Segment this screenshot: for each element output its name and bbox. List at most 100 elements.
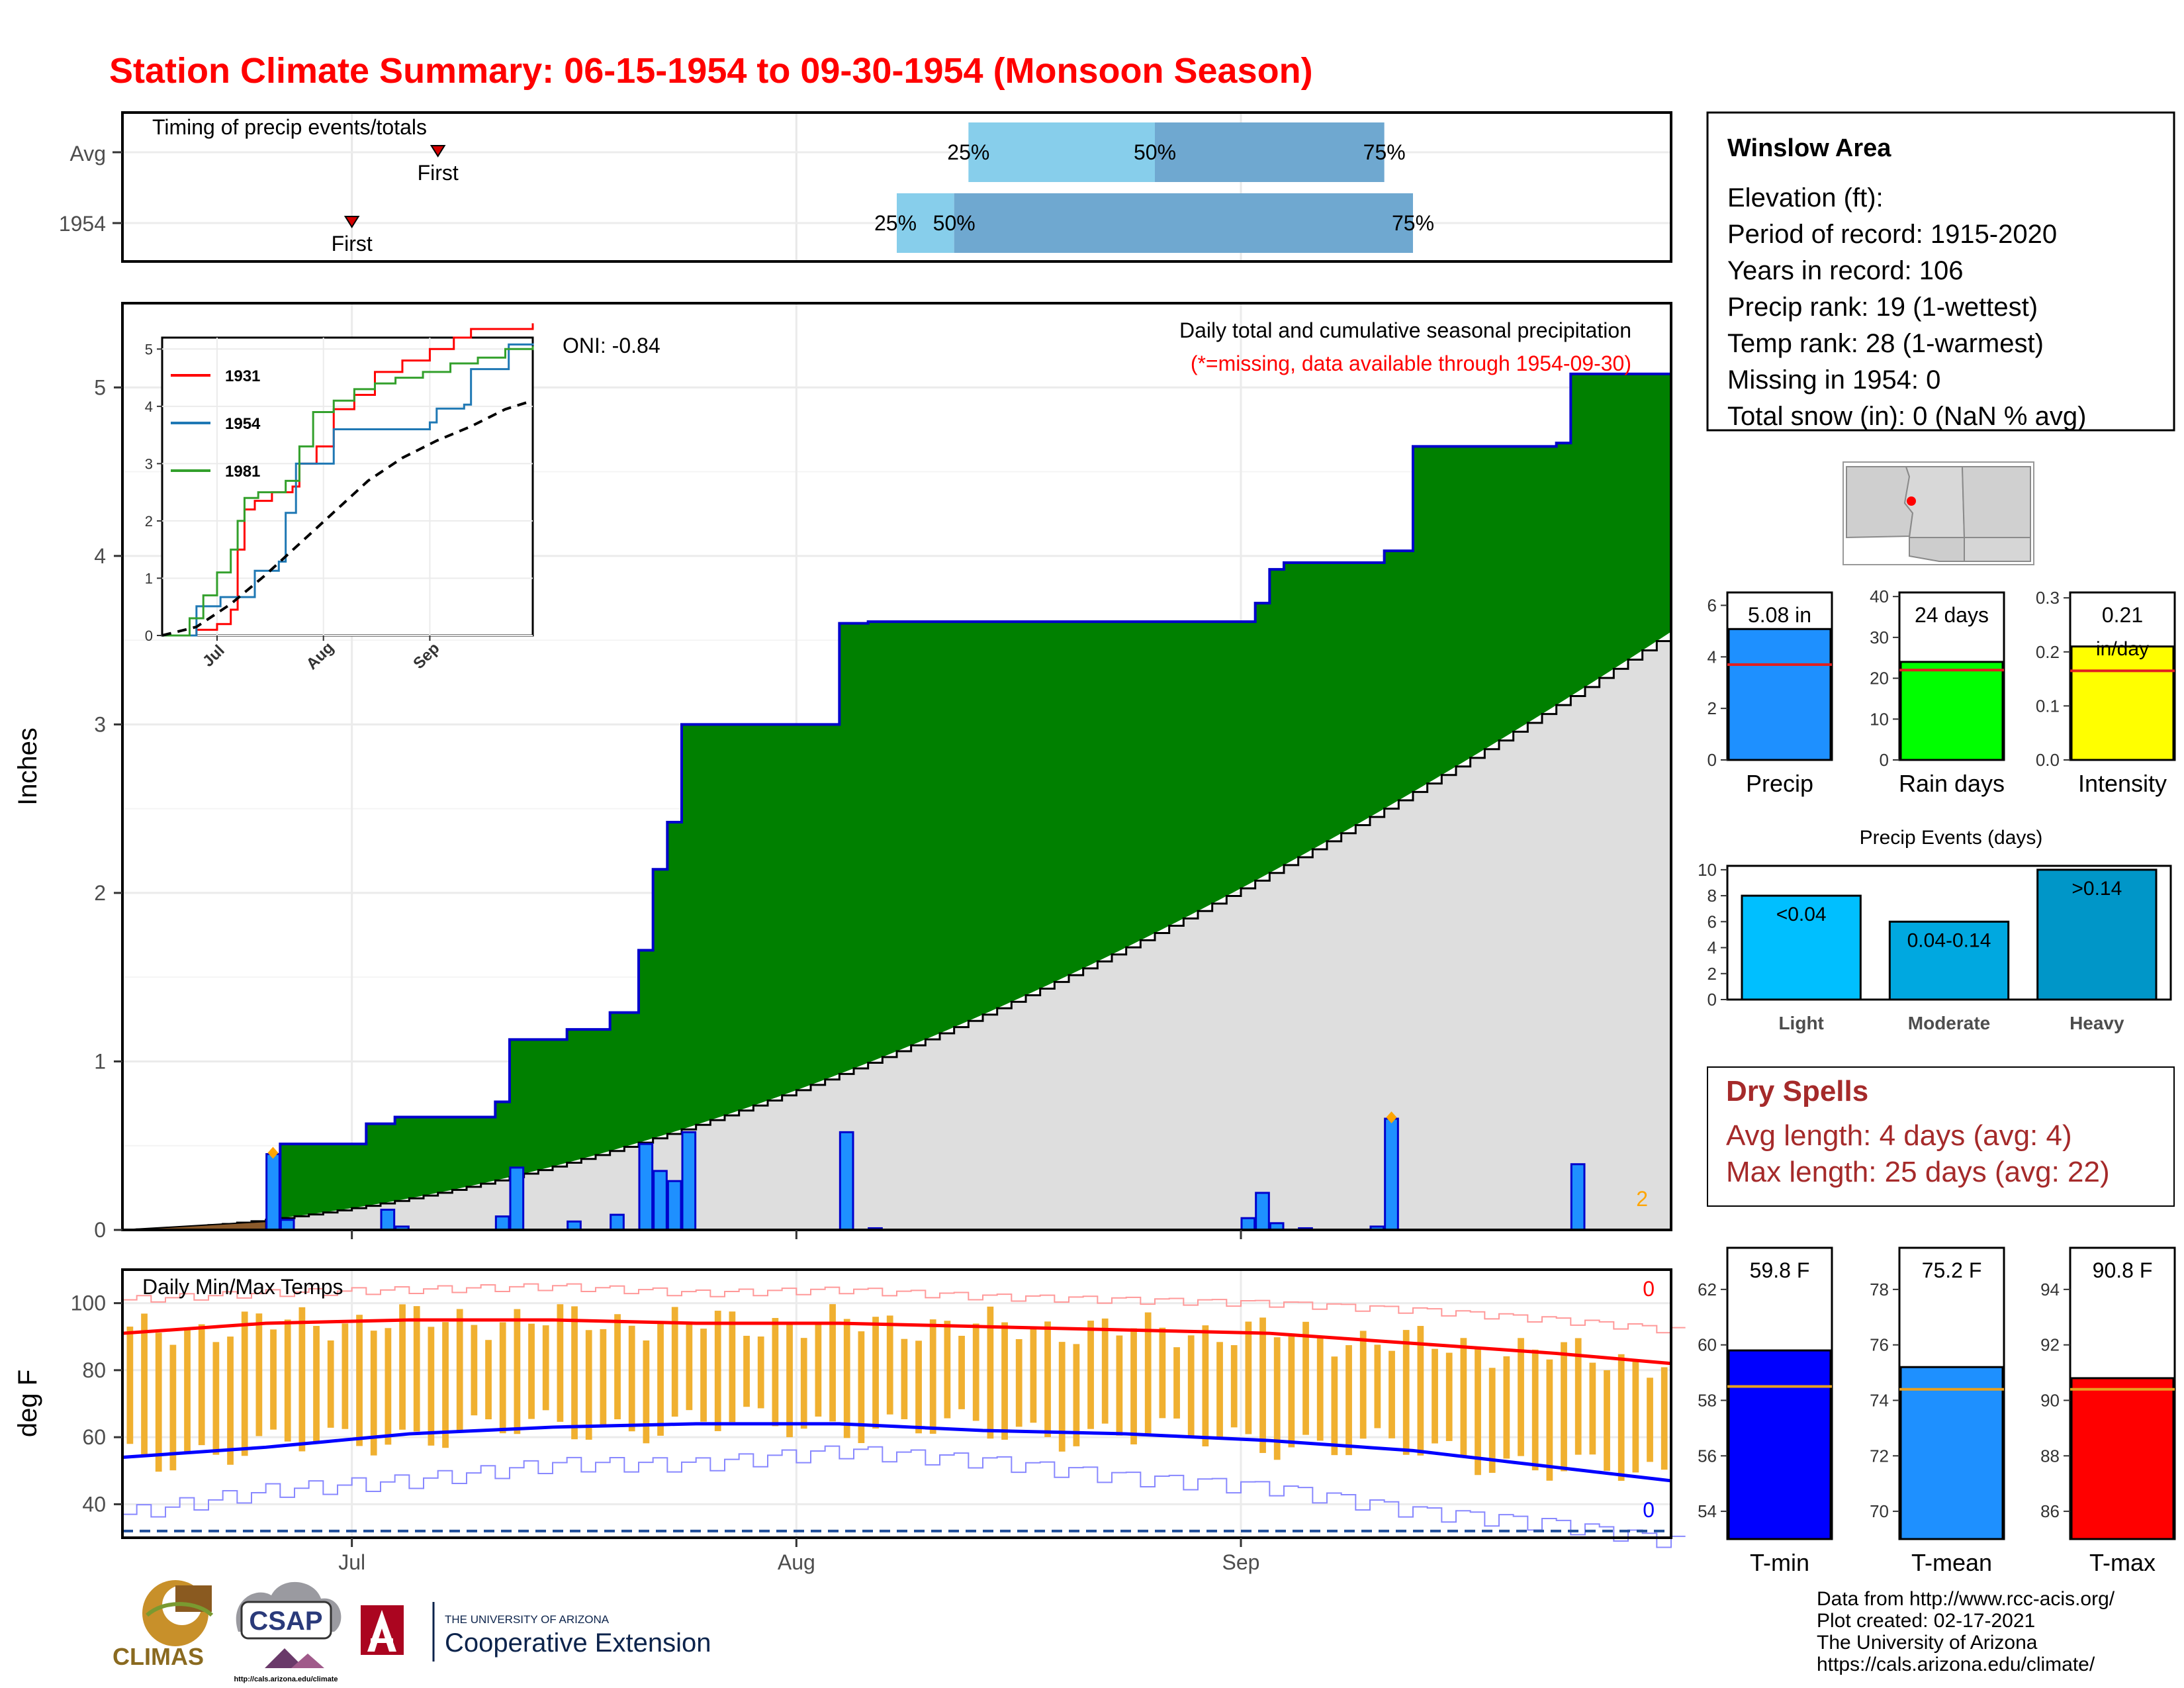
daily-temp-bar (1345, 1345, 1352, 1456)
summary-ytick-label: 0.0 (2036, 750, 2060, 770)
daily-temp-bar (356, 1315, 363, 1446)
timing-row-avg: Avg (69, 142, 106, 165)
daily-precip-bar (1570, 1163, 1586, 1231)
inset-ytick-label: 3 (145, 455, 153, 472)
inset-legend-label: 1981 (225, 463, 260, 481)
timing-row-1954: 1954 (59, 212, 106, 236)
summary-ytick-label: 90 (2040, 1390, 2060, 1410)
summary-ytick-label: 40 (1870, 586, 1889, 606)
temp-panel-title: Daily Min/Max Temps (142, 1275, 343, 1299)
climas-wordmark: CLIMAS (113, 1643, 204, 1670)
summary-bar (2070, 645, 2175, 761)
events-ytick-label: 4 (1707, 938, 1717, 958)
daily-temp-bar (155, 1333, 162, 1472)
daily-temp-bar (399, 1304, 406, 1430)
daily-precip-bar (610, 1213, 625, 1231)
daily-temp-bar (1374, 1344, 1381, 1429)
daily-temp-bar (557, 1304, 564, 1422)
daily-temp-bar (1488, 1368, 1496, 1473)
summary-ytick-label: 30 (1870, 628, 1889, 647)
events-ytick-label: 0 (1707, 990, 1717, 1009)
event-category-label: Moderate (1908, 1013, 1990, 1033)
daily-temp-bar (772, 1318, 779, 1427)
precip-panel: Daily total and cumulative seasonal prec… (13, 302, 1672, 1242)
timing-label-25-avg: 25% (947, 140, 989, 164)
daily-temp-bar (600, 1329, 607, 1426)
summary-ytick-label: 74 (1870, 1390, 1889, 1410)
dry-spells-box: Dry Spells Avg length: 4 days (avg: 4) M… (1707, 1066, 2175, 1207)
summary-panel-rain-days: 24 days 0 10 20 30 40 Rain days (1870, 586, 2005, 797)
daily-temp-bar (1058, 1342, 1066, 1452)
station-line-precip-rank: Precip rank: 19 (1-wettest) (1727, 293, 2038, 322)
inset-ytick-label: 4 (145, 399, 153, 415)
daily-temp-bar (944, 1321, 951, 1419)
daily-temp-bar (972, 1323, 979, 1421)
daily-temp-bar (1589, 1362, 1596, 1455)
precip-ytick-label: 1 (94, 1049, 106, 1073)
daily-temp-bar (227, 1336, 234, 1465)
temp-ytick-label: 80 (82, 1358, 106, 1382)
summary-ytick-label: 0.1 (2036, 696, 2060, 716)
daily-precip-bar (839, 1131, 854, 1231)
daily-temp-bar (757, 1336, 764, 1409)
daily-temp-bar (628, 1325, 635, 1432)
ua-logo: THE UNIVERSITY OF ARIZONA Cooperative Ex… (361, 1602, 711, 1662)
daily-temp-bar (385, 1328, 392, 1445)
summary-category-label: T-max (2089, 1549, 2156, 1576)
summary-ytick-label: 0.3 (2036, 588, 2060, 608)
daily-temp-bar (1187, 1335, 1195, 1436)
daily-temp-bar (499, 1322, 506, 1434)
daily-temp-bar (1316, 1335, 1324, 1441)
precip-panel-subtitle: (*=missing, data available through 1954-… (1191, 352, 1631, 375)
summary-ytick-label: 92 (2040, 1335, 2060, 1355)
daily-temp-bar (700, 1329, 707, 1422)
daily-temp-bar (1116, 1335, 1123, 1436)
climas-logo: CLIMAS (113, 1580, 214, 1670)
figure-title: Station Climate Summary: 06-15-1954 to 0… (109, 51, 1313, 91)
daily-temp-bar (800, 1338, 807, 1429)
daily-precip-bar (265, 1152, 281, 1231)
daily-temp-bar (1518, 1338, 1524, 1456)
daily-temp-bar (1604, 1370, 1610, 1471)
station-location-marker (1907, 496, 1916, 506)
daily-temp-bar (413, 1306, 420, 1432)
precip-ytick-label: 5 (94, 375, 106, 399)
daily-temp-bar (958, 1335, 965, 1409)
footer-line-url: https://cals.arizona.edu/climate/ (1817, 1654, 2095, 1675)
timing-label-first-avg: First (418, 161, 459, 185)
daily-temp-bar (141, 1313, 148, 1456)
daily-temp-bar (1503, 1356, 1510, 1459)
normal-cumulative-area (122, 632, 1671, 1230)
timing-label-50-1954: 50% (933, 211, 976, 235)
timing-label-25-1954: 25% (874, 211, 917, 235)
summary-category-label: Intensity (2078, 770, 2167, 797)
daily-temp-bar (815, 1321, 822, 1417)
ua-coop-extension: Cooperative Extension (445, 1628, 711, 1658)
event-bar-label: >0.14 (2071, 878, 2122, 900)
daily-temp-bar (1617, 1354, 1625, 1481)
event-bar-heavy (2036, 868, 2158, 1001)
summary-ytick-label: 4 (1707, 647, 1717, 667)
corner-count: 2 (1636, 1187, 1648, 1211)
inset-series-1954 (162, 343, 534, 637)
summary-ytick-label: 0 (1707, 750, 1717, 770)
footer-line-university: The University of Arizona (1817, 1632, 2038, 1654)
daily-temp-bar (126, 1327, 134, 1444)
timing-marker-first-1954 (343, 216, 360, 228)
event-category-label: Light (1778, 1013, 1823, 1033)
summary-value-label: 24 days (1915, 603, 1989, 627)
summary-panel-t-max: 90.8 F 86 88 90 92 94 T-max (2040, 1246, 2176, 1576)
precip-ytick-label: 0 (94, 1218, 106, 1242)
daily-temp-bar (1647, 1378, 1653, 1462)
events-ytick-label: 10 (1698, 860, 1717, 880)
daily-temp-bar (1475, 1348, 1481, 1476)
daily-temp-bar (886, 1315, 893, 1415)
temp-ytick-label: 40 (82, 1492, 106, 1516)
event-bar-label: <0.04 (1776, 904, 1827, 925)
summary-ytick-label: 0.2 (2036, 642, 2060, 662)
daily-temp-bar (929, 1319, 936, 1434)
daily-temp-bar (571, 1306, 578, 1440)
csap-wordmark: CSAP (249, 1607, 322, 1636)
daily-temp-bar (714, 1311, 721, 1431)
daily-temp-bar (858, 1331, 865, 1444)
